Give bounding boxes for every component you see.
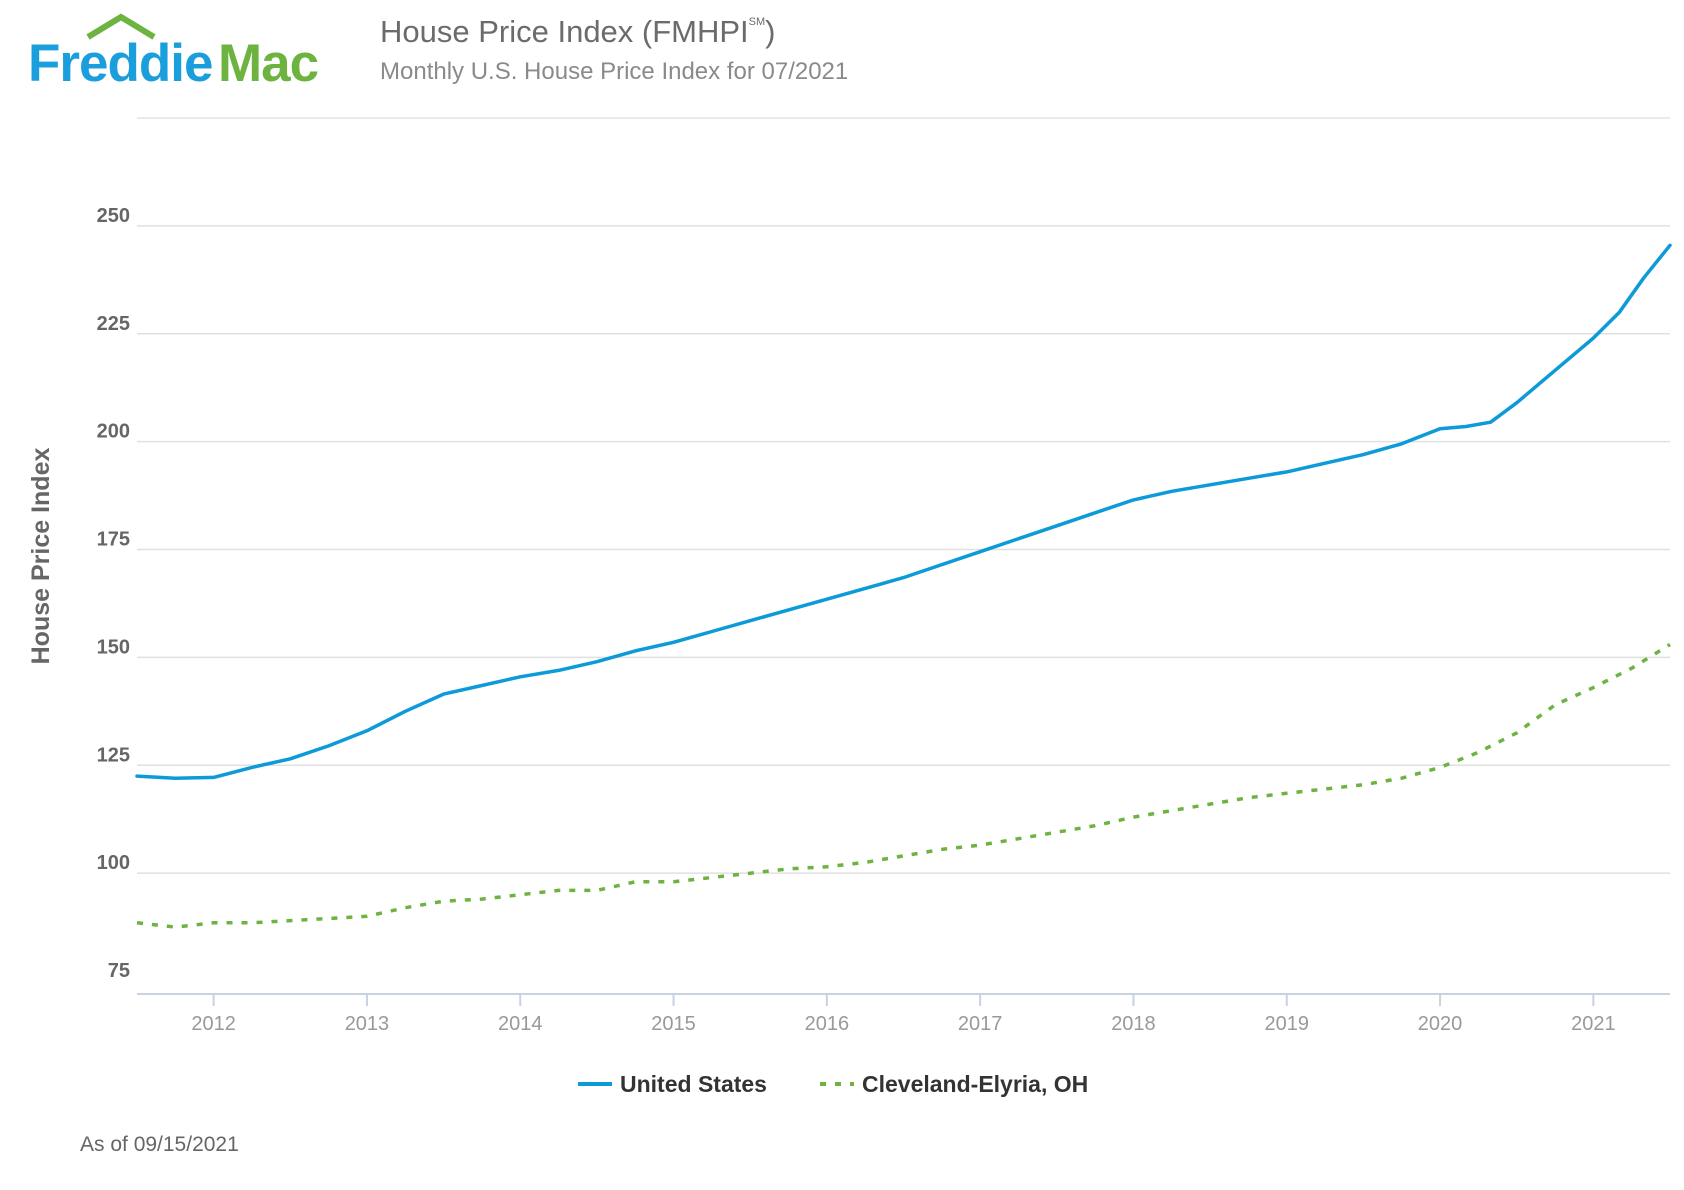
y-axis-ticks: 75 100 125 150 175 200 225 250: [97, 205, 130, 982]
x-tick-label-2019: 2019: [1265, 1013, 1310, 1035]
x-tick-label-2012: 2012: [191, 1013, 236, 1035]
as-of-date: As of 09/15/2021: [80, 1133, 239, 1156]
legend: United States Cleveland-Elyria, OH: [578, 1071, 1088, 1097]
chart-series: [135, 243, 1672, 929]
y-axis-label: House Price Index: [27, 448, 55, 665]
y-tick-label-225: 225: [97, 313, 130, 335]
logo-mac-text: Mac: [218, 34, 318, 92]
freddie-mac-logo: Freddie Mac: [28, 13, 319, 92]
x-tick-label-2014: 2014: [498, 1013, 543, 1035]
y-tick-label-75: 75: [108, 960, 130, 982]
x-tick-label-2021: 2021: [1571, 1013, 1616, 1035]
y-tick-label-200: 200: [97, 421, 130, 443]
series-line-cleveland-elyria: [136, 643, 1671, 929]
line-chart: 75 100 125 150 175 200 225 250 2012 2013 2014 2015…: [27, 117, 1672, 1097]
legend-label-cleveland: Cleveland-Elyria, OH: [862, 1071, 1088, 1097]
y-tick-label-250: 250: [97, 205, 130, 227]
x-tick-label-2013: 2013: [345, 1013, 390, 1035]
chart-title: House Price Index (FMHPISM): [380, 14, 776, 49]
series-line-united-states: [135, 243, 1672, 780]
logo-freddie-text: Freddie: [28, 34, 212, 92]
x-tick-label-2016: 2016: [805, 1013, 850, 1035]
chart-subtitle: Monthly U.S. House Price Index for 07/20…: [380, 58, 849, 85]
y-tick-label-100: 100: [97, 852, 130, 874]
x-tick-label-2018: 2018: [1111, 1013, 1156, 1035]
y-tick-label-125: 125: [97, 744, 130, 766]
chart-grid: [137, 117, 1670, 995]
x-tick-label-2015: 2015: [651, 1013, 696, 1035]
y-tick-label-175: 175: [97, 529, 130, 551]
x-tick-label-2020: 2020: [1418, 1013, 1463, 1035]
house-roof-icon: [86, 13, 156, 40]
x-tick-label-2017: 2017: [958, 1013, 1003, 1035]
x-axis-ticks: 2012 2013 2014 2015 2016 2017 2018 2019 2020 2021: [191, 994, 1616, 1035]
legend-label-united-states: United States: [620, 1071, 767, 1097]
y-tick-label-150: 150: [97, 636, 130, 658]
